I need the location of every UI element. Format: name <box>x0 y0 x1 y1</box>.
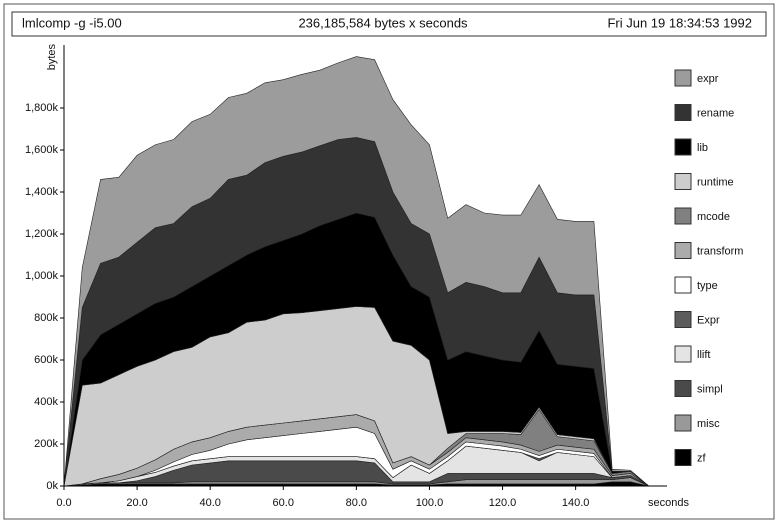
x-axis-label: seconds <box>648 497 689 509</box>
x-tick-label: 60.0 <box>273 497 294 509</box>
legend-swatch <box>674 138 692 156</box>
legend-swatch <box>674 414 692 432</box>
x-tick-label: 140.0 <box>562 497 590 509</box>
legend-label: expr <box>697 73 719 85</box>
legend-swatch <box>674 207 692 225</box>
legend-swatch <box>674 173 692 190</box>
chart-title: lmlcomp -g -i5.00 <box>22 15 122 30</box>
y-tick-label: 1,600k <box>25 144 59 156</box>
y-tick-label: 200k <box>34 438 58 450</box>
y-tick-label: 1,400k <box>25 186 59 198</box>
legend-swatch <box>674 276 692 294</box>
x-tick-label: 100.0 <box>416 497 444 509</box>
y-axis-label: bytes <box>46 44 58 71</box>
legend-swatch <box>674 380 692 397</box>
x-tick-label: 80.0 <box>346 497 367 509</box>
y-tick-label: 800k <box>34 312 58 324</box>
chart-subtitle: 236,185,584 bytes x seconds <box>298 15 468 30</box>
legend-swatch <box>674 69 692 87</box>
x-tick-label: 120.0 <box>489 497 517 509</box>
y-tick-label: 400k <box>34 396 58 408</box>
y-tick-label: 600k <box>34 354 58 366</box>
x-tick-label: 40.0 <box>199 497 220 509</box>
legend-label: lib <box>697 142 708 154</box>
legend-swatch <box>674 242 692 259</box>
frame <box>3 3 775 520</box>
legend-swatch <box>674 449 692 466</box>
y-tick-label: 0k <box>46 480 58 492</box>
legend-label: runtime <box>697 176 734 188</box>
legend-label: misc <box>697 418 720 430</box>
x-tick-label: 0.0 <box>56 497 71 509</box>
legend-label: simpl <box>697 383 723 395</box>
legend-label: rename <box>697 107 734 119</box>
legend-label: transform <box>697 245 743 257</box>
legend-label: llift <box>697 349 710 361</box>
header-box <box>11 11 767 37</box>
legend-swatch <box>674 104 692 121</box>
legend-swatch <box>674 345 692 363</box>
chart-date: Fri Jun 19 18:34:53 1992 <box>607 15 752 30</box>
legend-label: zf <box>697 452 707 464</box>
legend-label: type <box>697 280 718 292</box>
y-tick-label: 1,000k <box>25 270 59 282</box>
legend-swatch <box>674 311 692 328</box>
y-tick-label: 1,800k <box>25 102 59 114</box>
legend-label: mcode <box>697 211 730 223</box>
x-tick-label: 20.0 <box>126 497 147 509</box>
legend-label: Expr <box>697 314 720 326</box>
y-tick-label: 1,200k <box>25 228 59 240</box>
